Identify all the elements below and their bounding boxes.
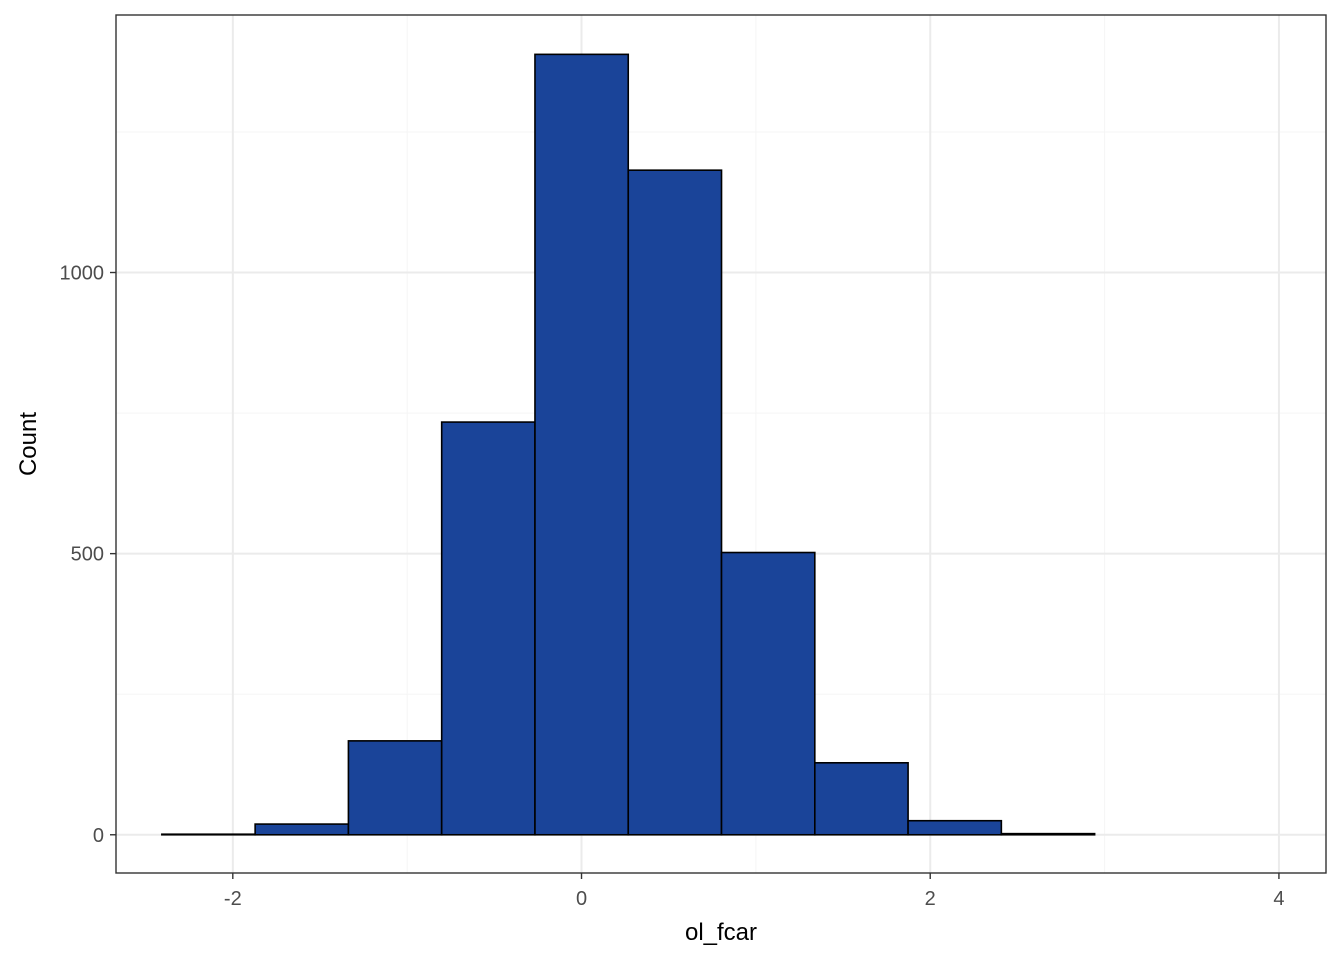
histogram-bars bbox=[161, 53, 1096, 836]
histogram-bar bbox=[440, 421, 536, 836]
y-tick-label: 0 bbox=[93, 825, 104, 847]
histogram-bar bbox=[627, 169, 723, 836]
y-tick-label: 500 bbox=[71, 544, 104, 566]
x-tick-label: 4 bbox=[1273, 888, 1284, 910]
histogram-bar bbox=[720, 551, 816, 836]
histogram-bar bbox=[347, 740, 443, 836]
x-axis: -2 0 2 4 bbox=[224, 873, 1284, 910]
histogram-bar bbox=[161, 833, 256, 836]
histogram-bar bbox=[814, 761, 909, 836]
y-axis: 0 500 1000 bbox=[60, 263, 116, 847]
x-tick-label: 0 bbox=[576, 888, 587, 910]
y-tick-label: 1000 bbox=[60, 263, 105, 285]
x-tick-label: -2 bbox=[224, 888, 242, 910]
histogram-bar bbox=[534, 53, 630, 836]
y-axis-title: Count bbox=[15, 412, 42, 476]
panel-border bbox=[115, 14, 1327, 874]
histogram-bar bbox=[1000, 832, 1096, 836]
x-axis-title: ol_fcar bbox=[685, 919, 757, 946]
histogram-bar bbox=[907, 819, 1003, 836]
x-tick-label: 2 bbox=[925, 888, 936, 910]
histogram-bar bbox=[254, 823, 350, 836]
